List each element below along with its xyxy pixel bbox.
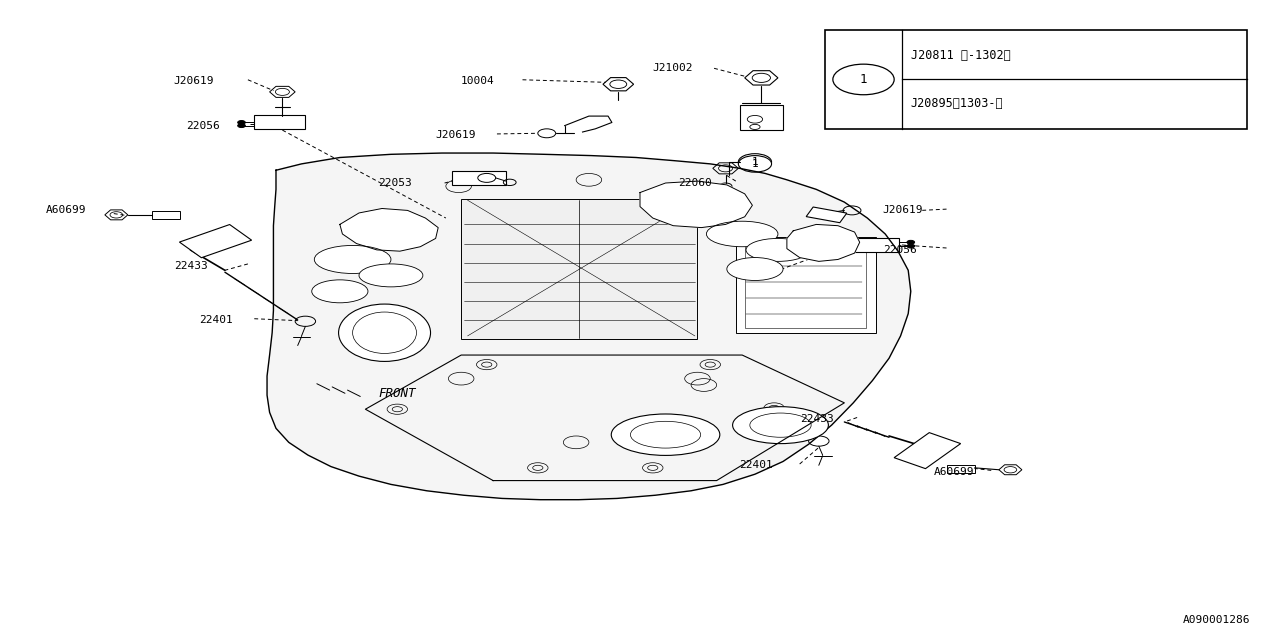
Bar [152,211,180,219]
Bar [736,237,877,333]
Text: 22401: 22401 [740,460,773,470]
Ellipse shape [727,257,783,280]
Text: 10004: 10004 [461,76,495,86]
Text: J20619: J20619 [435,130,476,140]
Text: J20895（1303-）: J20895（1303-） [911,97,1004,110]
Bar [452,171,506,185]
Polygon shape [787,225,860,261]
Text: 22056: 22056 [883,245,916,255]
Bar [745,243,867,328]
Bar [740,104,783,130]
Circle shape [238,120,246,124]
Polygon shape [268,153,911,500]
Polygon shape [806,207,847,223]
Polygon shape [640,181,753,228]
Bar [461,199,698,339]
Text: A090001286: A090001286 [1183,614,1251,625]
Ellipse shape [312,280,367,303]
Text: 1: 1 [751,157,758,167]
Text: A60699: A60699 [46,205,87,216]
Bar [849,238,900,252]
Ellipse shape [315,246,390,273]
Circle shape [739,154,772,170]
Text: J20619: J20619 [883,205,923,216]
Ellipse shape [339,304,430,362]
Text: J20811 （-1302）: J20811 （-1302） [911,49,1010,61]
Ellipse shape [732,406,828,444]
Text: J21002: J21002 [653,63,694,74]
Polygon shape [895,433,961,468]
Ellipse shape [358,264,422,287]
Text: A60699: A60699 [934,467,974,477]
Text: 22433: 22433 [174,261,207,271]
Ellipse shape [612,414,719,456]
Text: 1: 1 [751,159,758,169]
Text: 1: 1 [860,73,868,86]
Bar [946,465,974,473]
Circle shape [739,156,772,172]
Bar [255,115,306,129]
Bar [826,30,1247,129]
Text: J20619: J20619 [174,76,214,86]
Ellipse shape [746,239,810,261]
Polygon shape [179,225,252,258]
Text: 22053: 22053 [378,178,412,188]
Text: 22433: 22433 [800,414,833,424]
Text: 22401: 22401 [200,315,233,325]
Circle shape [908,241,915,244]
Ellipse shape [707,221,778,246]
Circle shape [238,124,246,127]
Text: 22060: 22060 [678,178,712,188]
Circle shape [908,244,915,248]
Polygon shape [340,209,438,251]
Text: 22056: 22056 [187,121,220,131]
Text: FRONT: FRONT [378,387,416,400]
